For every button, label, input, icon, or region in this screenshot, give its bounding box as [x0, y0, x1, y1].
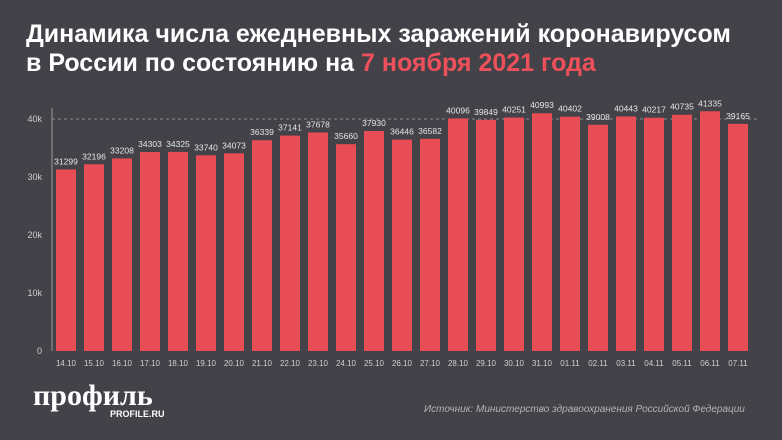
bar [532, 113, 552, 351]
bar [672, 114, 692, 351]
y-tick-label: 0 [37, 346, 42, 356]
data-label: 40443 [614, 103, 638, 113]
data-label: 34073 [222, 140, 246, 150]
data-label: 36446 [390, 127, 414, 137]
title-date: 7 ноября 2021 года [361, 49, 596, 77]
x-tick-label: 04.11 [644, 359, 664, 368]
x-tick-label: 19.10 [196, 359, 217, 368]
y-tick-label: 20k [27, 230, 42, 240]
bar [560, 116, 580, 352]
title-line1: Динамика числа ежедневных заражений коро… [26, 20, 731, 48]
bar [308, 132, 328, 351]
chart-title: Динамика числа ежедневных заражений коро… [26, 20, 731, 78]
bar [616, 116, 636, 351]
y-tick-label: 30k [27, 172, 42, 182]
x-tick-label: 26.10 [392, 359, 413, 368]
bar [140, 152, 160, 351]
bar [252, 140, 272, 351]
x-tick-label: 06.11 [700, 359, 720, 368]
x-tick-label: 17.10 [140, 359, 161, 368]
x-tick-label: 23.10 [308, 359, 329, 368]
bar [588, 124, 608, 351]
x-tick-label: 21.10 [252, 359, 273, 368]
bar [728, 123, 748, 351]
bar [364, 131, 384, 351]
x-tick-label: 15.10 [84, 359, 105, 368]
data-label: 39165 [726, 111, 750, 121]
x-tick-label: 03.11 [616, 359, 636, 368]
x-tick-label: 29.10 [476, 359, 497, 368]
data-label: 33740 [194, 142, 218, 152]
x-tick-label: 05.11 [672, 359, 692, 368]
bar [56, 169, 76, 351]
data-label: 37678 [306, 119, 330, 129]
bar [700, 111, 720, 351]
title-prefix: в России по состоянию на [26, 49, 362, 77]
bar [448, 118, 468, 351]
logo: профиль [33, 379, 153, 412]
x-tick-label: 27.10 [420, 359, 441, 368]
data-label: 40402 [558, 104, 582, 114]
data-label: 37141 [278, 123, 302, 133]
x-tick-label: 16.10 [112, 359, 133, 368]
bar [196, 155, 216, 351]
data-label: 32196 [82, 151, 106, 161]
data-label: 36339 [250, 127, 274, 137]
data-label: 33208 [110, 145, 134, 155]
bar [476, 119, 496, 352]
data-label: 40993 [530, 100, 554, 110]
data-label: 40251 [502, 105, 526, 115]
x-tick-label: 22.10 [280, 359, 301, 368]
data-label: 31299 [54, 156, 78, 166]
bar [224, 153, 244, 351]
bar [280, 135, 300, 351]
logo-sub: PROFILE.RU [110, 409, 165, 419]
x-tick-label: 20.10 [224, 359, 245, 368]
x-tick-label: 30.10 [504, 359, 525, 368]
bar [168, 151, 188, 351]
bar [336, 144, 356, 351]
bar [504, 117, 524, 352]
bar [84, 164, 104, 351]
title-line2: в России по состоянию на 7 ноября 2021 г… [26, 49, 731, 78]
x-tick-label: 25.10 [364, 359, 385, 368]
bar [644, 117, 664, 352]
data-label: 39849 [474, 107, 498, 117]
source-note: Источник: Министерство здравоохранения Р… [424, 404, 745, 415]
y-tick-label: 40k [27, 114, 42, 124]
y-tick-label: 10k [27, 288, 42, 298]
data-label: 40217 [642, 105, 666, 115]
data-label: 41335 [698, 98, 722, 108]
x-tick-label: 02.11 [588, 359, 608, 368]
bar [392, 139, 412, 351]
bar [420, 138, 440, 351]
bar [112, 158, 132, 351]
data-label: 34303 [138, 139, 162, 149]
data-label: 36582 [418, 126, 442, 136]
data-label: 34325 [166, 139, 190, 149]
data-label: 35660 [334, 131, 358, 141]
data-label: 40735 [670, 102, 694, 112]
x-tick-label: 31.10 [532, 359, 553, 368]
x-tick-label: 01.11 [560, 359, 580, 368]
x-tick-label: 07.11 [728, 359, 748, 368]
data-label: 39008 [586, 112, 610, 122]
data-label: 37930 [362, 118, 386, 128]
x-tick-label: 24.10 [336, 359, 357, 368]
x-tick-label: 28.10 [448, 359, 469, 368]
data-label: 40096 [446, 105, 470, 115]
x-tick-label: 14.10 [56, 359, 77, 368]
x-tick-label: 18.10 [168, 359, 189, 368]
